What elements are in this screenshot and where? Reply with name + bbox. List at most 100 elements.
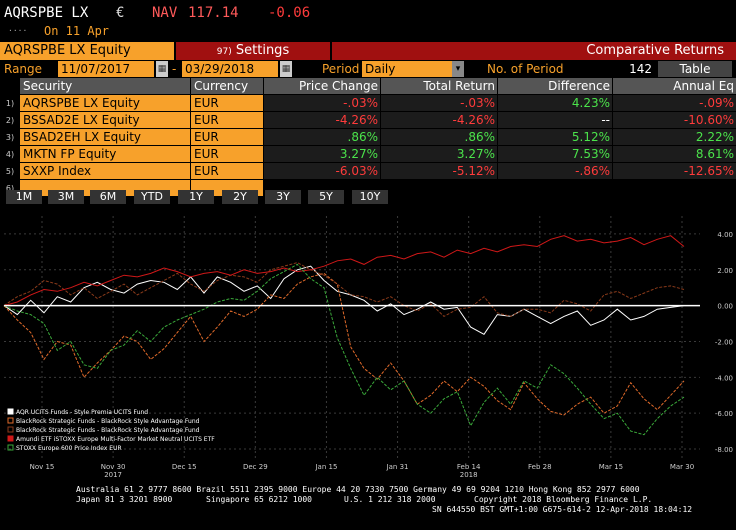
difference-cell: -.86% (498, 163, 612, 179)
dropdown-arrow-icon[interactable]: ▾ (452, 61, 464, 77)
row-number: 1) (5, 99, 15, 108)
currency-cell[interactable]: EUR (191, 112, 263, 128)
settings-button[interactable]: 97) Settings (176, 42, 330, 60)
table-header: Security Currency Price Change Total Ret… (0, 78, 736, 95)
total-return-cell: -4.26% (381, 112, 497, 128)
range-dash: - (172, 62, 177, 76)
period-label: Period (322, 62, 360, 76)
difference-cell: 4.23% (498, 95, 612, 111)
currency-cell[interactable]: EUR (191, 95, 263, 111)
row-number: 2) (5, 116, 15, 125)
start-date-input[interactable]: 11/07/2017 (58, 61, 154, 77)
y-tick-label: -6.00 (715, 410, 733, 418)
y-tick-label: -4.00 (715, 374, 733, 382)
col-difference: Difference (498, 78, 612, 94)
comparative-returns-chart[interactable]: 4.00 2.00 0.00 -2.00 -4.00 -6.00 -8.00 Nov 15 No… (0, 206, 736, 484)
settings-label: Settings (235, 43, 290, 58)
price-change-cell: -6.03% (264, 163, 380, 179)
footer-session: SN 644550 BST GMT+1:00 G675-614-2 12-Apr… (432, 505, 693, 514)
legend-label: BlackRock Strategic Funds - BlackRock St… (16, 418, 200, 425)
legend-label: Amundi ETF iSTOXX Europe Multi-Factor Ma… (16, 436, 215, 443)
annual-eq-cell: -12.65% (613, 163, 736, 179)
y-tick-label: -8.00 (715, 446, 733, 454)
x-tick-label: Nov 30 (101, 463, 126, 471)
nav-value: 117.14 (188, 5, 239, 21)
total-return-cell: .86% (381, 129, 497, 145)
period-button-3m[interactable]: 3M (48, 190, 84, 204)
total-return-cell: -5.12% (381, 163, 497, 179)
y-tick-label: 0.00 (717, 303, 733, 311)
period-button-1y[interactable]: 1Y (178, 190, 214, 204)
security-cell[interactable]: SXXP Index (20, 163, 190, 179)
annual-eq-cell: -.09% (613, 95, 736, 111)
price-change-cell: .86% (264, 129, 380, 145)
period-button-6m[interactable]: 6M (90, 190, 126, 204)
legend-swatch-fill (8, 436, 13, 441)
security-cell[interactable]: BSSAD2E LX Equity (20, 112, 190, 128)
x-tick-label: Feb 28 (528, 463, 552, 471)
y-tick-label: -2.00 (715, 338, 733, 346)
x-tick-label: Jan 15 (314, 463, 337, 471)
price-change-cell: -.03% (264, 95, 380, 111)
footer-line2: Japan 81 3 3201 8900 Singapore 65 6212 1… (0, 495, 736, 505)
x-tick-label: Dec 29 (243, 463, 268, 471)
row-number: 6) (5, 184, 15, 193)
security-field[interactable]: AQRSPBE LX Equity (0, 42, 174, 60)
function-title: Comparative Returns (332, 42, 736, 60)
currency-cell[interactable]: EUR (191, 163, 263, 179)
period-select[interactable]: Daily (362, 61, 452, 77)
dots: .... (8, 24, 28, 33)
total-return-cell: 3.27% (381, 146, 497, 162)
annual-eq-cell: -10.60% (613, 112, 736, 128)
legend-swatch (7, 408, 14, 415)
currency-symbol: € (116, 5, 125, 21)
col-price-change: Price Change (264, 78, 380, 94)
no-period-label: No. of Period (487, 62, 564, 76)
legend-label: AQR UCITS Funds - Style Premia UCITS Fun… (16, 409, 148, 416)
table-row[interactable]: 3) BSAD2EH LX Equity EUR .86% .86% 5.12%… (0, 129, 736, 146)
currency-cell[interactable]: EUR (191, 129, 263, 145)
price-change-cell: -4.26% (264, 112, 380, 128)
table-row[interactable]: 5) SXXP Index EUR -6.03% -5.12% -.86% -1… (0, 163, 736, 180)
legend-label: STOXX Europe 600 Price Index EUR (16, 445, 122, 452)
function-toolbar: AQRSPBE LX Equity 97) Settings Comparati… (0, 42, 736, 60)
security-cell[interactable]: BSAD2EH LX Equity (20, 129, 190, 145)
footer: Australia 61 2 9777 8600 Brazil 5511 239… (0, 485, 736, 515)
x-tick-label: Mar 15 (599, 463, 623, 471)
nav-label: NAV (152, 5, 178, 21)
period-button-2y[interactable]: 2Y (222, 190, 258, 204)
series-line (3, 263, 685, 436)
period-button-10y[interactable]: 10Y (352, 190, 388, 204)
footer-singapore: Singapore 65 6212 1000 (206, 495, 312, 504)
y-tick-label: 2.00 (717, 267, 733, 275)
security-cell[interactable]: MKTN FP Equity (20, 146, 190, 162)
security-cell[interactable]: AQRSPBE LX Equity (20, 95, 190, 111)
calendar-icon[interactable]: ▦ (156, 61, 168, 77)
difference-cell: 5.12% (498, 129, 612, 145)
calendar-icon[interactable]: ▦ (280, 61, 292, 77)
legend-swatch (7, 426, 14, 433)
table-row[interactable]: 2) BSSAD2E LX Equity EUR -4.26% -4.26% -… (0, 112, 736, 129)
period-button-3y[interactable]: 3Y (265, 190, 301, 204)
row-number: 5) (5, 167, 15, 176)
no-period-value: 142 Day(s) (613, 62, 652, 92)
period-button-5y[interactable]: 5Y (308, 190, 344, 204)
x-tick-label: Dec 15 (172, 463, 197, 471)
period-button-ytd[interactable]: YTD (134, 190, 170, 204)
date-line: .... On 11 Apr (0, 24, 736, 40)
series-line (3, 262, 685, 318)
period-button-1m[interactable]: 1M (6, 190, 42, 204)
x-tick-label: Mar 30 (670, 463, 694, 471)
table-row[interactable]: 1) AQRSPBE LX Equity EUR -.03% -.03% 4.2… (0, 95, 736, 112)
ticker-header: AQRSPBE LX € NAV 117.14 -0.06 (0, 2, 736, 24)
x-tick-label: Feb 14 (457, 463, 481, 471)
table-button[interactable]: Table (658, 61, 732, 77)
footer-japan: Japan 81 3 3201 8900 (76, 495, 173, 504)
x-tick-label: Nov 15 (30, 463, 55, 471)
table-row[interactable]: 4) MKTN FP Equity EUR 3.27% 3.27% 7.53% … (0, 146, 736, 163)
end-date-input[interactable]: 03/29/2018 (182, 61, 278, 77)
difference-cell: -- (498, 112, 612, 128)
ticker-symbol: AQRSPBE LX (4, 5, 89, 21)
currency-cell[interactable]: EUR (191, 146, 263, 162)
annual-eq-cell: 2.22% (613, 129, 736, 145)
